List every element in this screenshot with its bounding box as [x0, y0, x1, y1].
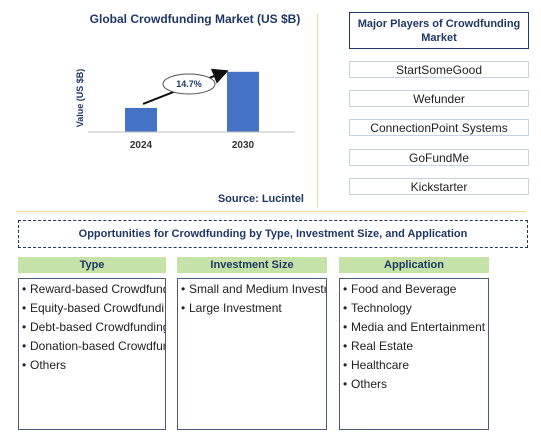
application-item: Others	[343, 375, 488, 394]
application-box: Food and Beverage Technology Media and E…	[339, 278, 489, 430]
investment-size-header: Investment Size	[177, 257, 327, 273]
players-title: Major Players of Crowdfunding Market	[349, 12, 529, 49]
player-item: ConnectionPoint Systems	[349, 119, 529, 136]
type-item: Others	[22, 356, 165, 375]
application-item: Technology	[343, 299, 488, 318]
application-item: Media and Entertainment	[343, 318, 488, 337]
chart-title: Global Crowdfunding Market (US $B)	[89, 12, 301, 26]
application-header: Application	[339, 257, 489, 273]
player-item: StartSomeGood	[349, 61, 529, 78]
application-item: Food and Beverage	[343, 280, 488, 299]
type-box: Reward-based Crowdfunding Equity-based C…	[18, 278, 166, 430]
investment-size-box: Small and Medium Investment Large Invest…	[177, 278, 327, 430]
player-item: Wefunder	[349, 90, 529, 107]
type-item: Donation-based Crowdfunding	[22, 337, 165, 356]
type-item: Equity-based Crowdfunding	[22, 299, 165, 318]
application-item: Real Estate	[343, 337, 488, 356]
cagr-ellipse	[162, 73, 216, 95]
opportunities-title: Opportunities for Crowdfunding by Type, …	[18, 220, 528, 248]
investment-size-item: Small and Medium Investment	[181, 280, 326, 299]
player-item: GoFundMe	[349, 149, 529, 166]
chart-source: Source: Lucintel	[217, 193, 304, 205]
vertical-divider	[317, 14, 318, 207]
player-item: Kickstarter	[349, 178, 529, 195]
y-axis-label: Value (US $B)	[75, 69, 85, 128]
type-header: Type	[18, 257, 166, 273]
application-item: Healthcare	[343, 356, 488, 375]
bar-2030	[227, 71, 259, 132]
x-tick-label: 2030	[232, 140, 255, 151]
investment-size-item: Large Investment	[181, 299, 326, 318]
horizontal-divider	[16, 211, 526, 212]
bar-chart: Value (US $B) 2024 2030 14.7%	[75, 69, 295, 151]
x-tick-label: 2024	[130, 140, 153, 151]
type-item: Reward-based Crowdfunding	[22, 280, 165, 299]
cagr-label: 14.7%	[176, 79, 202, 89]
bar-2024	[125, 107, 157, 132]
type-item: Debt-based Crowdfunding	[22, 318, 165, 337]
